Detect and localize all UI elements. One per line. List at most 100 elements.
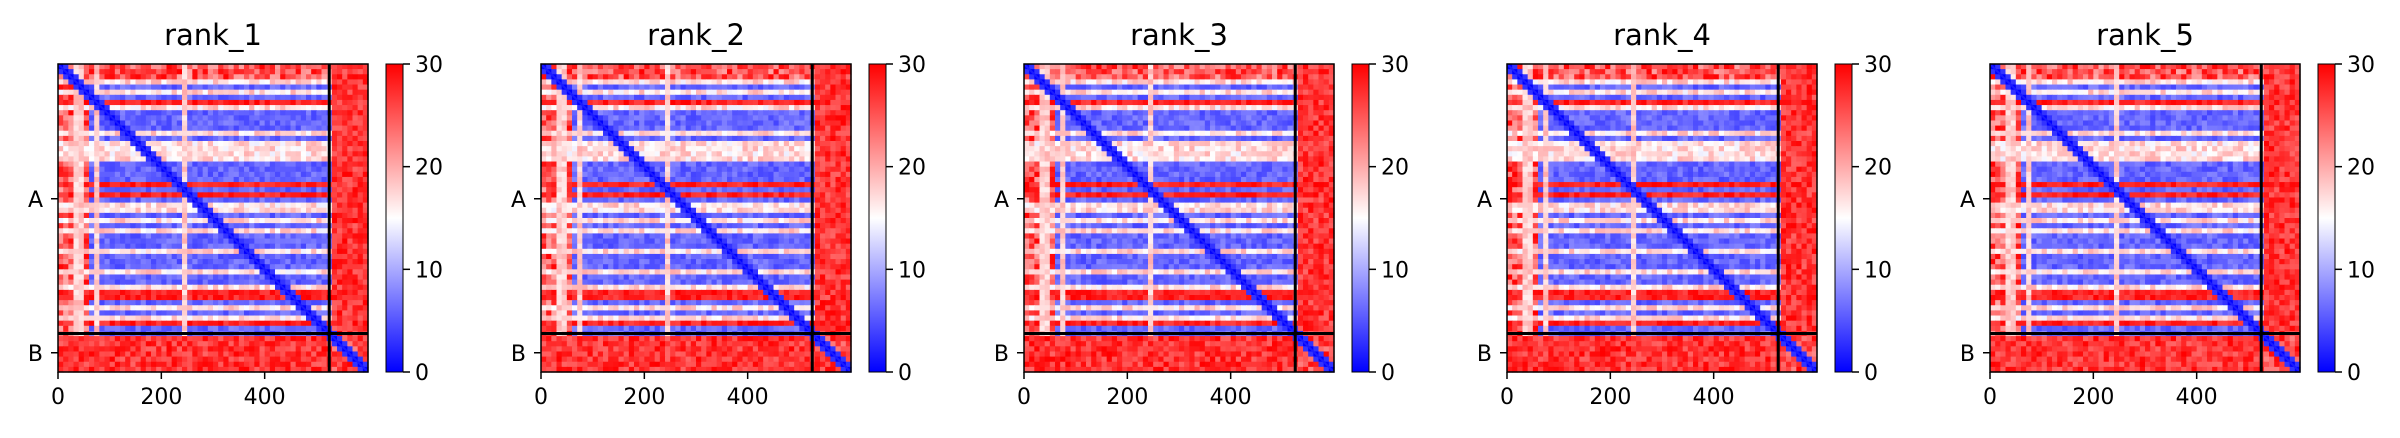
heatmap-cell — [342, 238, 348, 245]
heatmap-cell — [352, 243, 359, 250]
heatmap-cell — [316, 346, 323, 353]
heatmap-cell — [546, 89, 552, 96]
heatmap-cell — [213, 233, 219, 240]
heatmap-cell — [244, 79, 250, 86]
heatmap-cell — [135, 269, 142, 276]
heatmap-cell — [300, 202, 307, 209]
heatmap-cell — [182, 295, 188, 301]
heatmap-cell — [830, 156, 837, 163]
heatmap-cell — [290, 187, 297, 193]
heatmap-cell — [223, 325, 230, 332]
heatmap-cell — [716, 79, 723, 86]
heatmap-cell — [269, 94, 276, 101]
heatmap-cell — [331, 320, 338, 327]
heatmap-cell — [58, 146, 64, 152]
heatmap-cell — [264, 64, 271, 70]
heatmap-cell — [649, 110, 656, 116]
heatmap-cell — [357, 120, 364, 127]
heatmap-cell — [758, 84, 764, 91]
heatmap-cell — [290, 105, 297, 111]
heatmap-cell — [357, 141, 364, 147]
heatmap-cell — [182, 166, 188, 173]
heatmap-cell — [125, 64, 131, 70]
heatmap-cell — [89, 356, 95, 363]
heatmap-cell — [285, 161, 292, 168]
heatmap-cell — [711, 156, 718, 163]
heatmap-cell — [561, 156, 568, 163]
heatmap-cell — [799, 125, 806, 132]
heatmap-cell — [747, 130, 754, 137]
heatmap-cell — [659, 141, 666, 147]
heatmap-cell — [58, 336, 64, 342]
heatmap-cell — [321, 269, 328, 276]
heatmap-cell — [223, 120, 230, 127]
heatmap-cell — [109, 346, 116, 353]
heatmap-cell — [685, 151, 692, 157]
heatmap-cell — [125, 243, 131, 250]
heatmap-cell — [835, 120, 842, 127]
heatmap-cell — [135, 274, 142, 281]
heatmap-cell — [804, 141, 811, 147]
heatmap-cell — [783, 130, 790, 137]
heatmap-cell — [140, 248, 147, 255]
heatmap-cell — [254, 212, 261, 219]
heatmap-cell — [202, 115, 209, 122]
heatmap-cell — [182, 130, 188, 137]
heatmap-cell — [711, 115, 718, 122]
heatmap-cell — [78, 361, 85, 368]
heatmap-cell — [628, 120, 635, 127]
heatmap-cell — [721, 94, 728, 101]
heatmap-cell — [295, 243, 302, 250]
heatmap-cell — [577, 120, 583, 127]
heatmap-cell — [275, 197, 281, 204]
heatmap-cell — [592, 151, 599, 157]
heatmap-cell — [582, 69, 589, 75]
heatmap-cell — [140, 300, 147, 306]
heatmap-cell — [176, 259, 183, 265]
heatmap-cell — [825, 94, 831, 101]
heatmap-cell — [362, 207, 369, 214]
heatmap-cell — [114, 253, 121, 260]
heatmap-cell — [120, 197, 126, 204]
heatmap-cell — [316, 115, 323, 122]
heatmap-cell — [316, 74, 323, 80]
heatmap-cell — [541, 135, 547, 142]
heatmap-cell — [109, 305, 116, 311]
heatmap-cell — [546, 105, 552, 111]
heatmap-cell — [58, 356, 64, 363]
heatmap-cell — [623, 64, 630, 70]
heatmap-cell — [835, 130, 842, 137]
heatmap-cell — [207, 243, 214, 250]
heatmap-cell — [78, 212, 85, 219]
heatmap-cell — [78, 115, 85, 122]
heatmap-cell — [120, 336, 126, 342]
heatmap-cell — [244, 223, 250, 229]
heatmap-cell — [331, 243, 338, 250]
heatmap-cell — [551, 135, 558, 142]
heatmap-cell — [130, 259, 137, 265]
heatmap-cell — [690, 130, 697, 137]
heatmap-cell — [275, 351, 281, 358]
heatmap-cell — [290, 300, 297, 306]
heatmap-cell — [331, 89, 338, 96]
heatmap-cell — [249, 248, 255, 255]
heatmap-cell — [321, 135, 328, 142]
heatmap-cell — [742, 99, 749, 106]
heatmap-cell — [63, 228, 69, 234]
heatmap-cell — [835, 151, 842, 157]
heatmap-cell — [207, 315, 214, 322]
heatmap-cell — [696, 84, 702, 91]
heatmap-cell — [321, 228, 328, 234]
heatmap-cell — [799, 79, 806, 86]
heatmap-cell — [171, 64, 178, 70]
heatmap-cell — [187, 182, 193, 188]
heatmap-cell — [690, 64, 697, 70]
heatmap-cell — [176, 223, 183, 229]
heatmap-cell — [176, 161, 183, 168]
heatmap-cell — [83, 187, 90, 193]
heatmap-cell — [120, 79, 126, 86]
heatmap-cell — [145, 130, 152, 137]
heatmap-cell — [223, 264, 230, 270]
heatmap-cell — [280, 274, 286, 281]
heatmap-cell — [541, 151, 547, 157]
